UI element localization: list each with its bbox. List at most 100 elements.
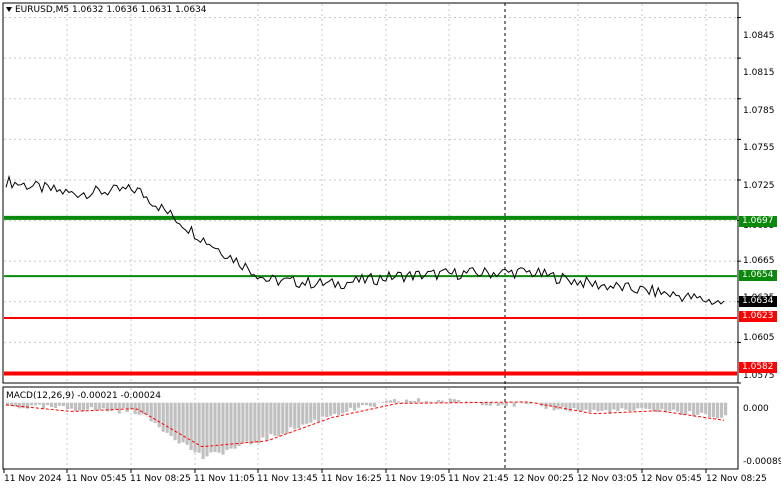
macd-histogram-bar: [229, 402, 233, 449]
macd-histogram-bar: [137, 402, 141, 415]
current-price-tag: 1.0634: [739, 296, 777, 307]
macd-histogram-bar: [384, 400, 389, 403]
macd-histogram-bar: [512, 402, 516, 407]
time-axis-label: 12 Nov 05:45: [641, 474, 702, 484]
macd-histogram-bar: [361, 402, 365, 405]
macd-histogram-bar: [217, 402, 221, 453]
macd-histogram-bar: [720, 402, 724, 418]
macd-histogram-bar: [297, 402, 301, 428]
macd-histogram-bar: [53, 402, 58, 408]
time-axis-label: 11 Nov 05:45: [66, 474, 127, 484]
macd-histogram-bar: [596, 402, 600, 412]
macd-histogram-bar: [412, 401, 417, 403]
macd-histogram-bar: [317, 402, 321, 422]
macd-histogram-bar: [177, 402, 181, 444]
macd-histogram-bar: [428, 401, 432, 403]
macd-histogram-bar: [165, 402, 169, 433]
price-axis-label: 1.0755: [743, 143, 775, 153]
macd-axis-label: 0.000: [743, 404, 769, 414]
macd-histogram-bar: [536, 402, 540, 404]
macd-histogram-bar: [416, 398, 421, 403]
macd-histogram-bar: [125, 402, 129, 412]
level-tag-red-upper: 1.0623: [739, 311, 777, 322]
macd-histogram-bar: [664, 402, 668, 412]
macd-histogram-bar: [584, 402, 588, 410]
price-axis-label: 1.0785: [743, 106, 775, 116]
time-axis-label: 12 Nov 00:25: [513, 474, 574, 484]
macd-histogram-bar: [464, 401, 468, 403]
macd-histogram-bar: [301, 402, 305, 425]
macd-histogram-bar: [333, 402, 337, 414]
macd-histogram-bar: [329, 402, 333, 416]
macd-histogram-bar: [576, 402, 580, 411]
macd-histogram-bar: [548, 402, 552, 406]
level-tag-green-upper: 1.0697: [739, 216, 777, 227]
macd-histogram-bar: [604, 402, 608, 411]
macd-histogram-bar: [349, 402, 353, 408]
macd-histogram-bar: [692, 402, 696, 417]
main-chart-frame: [2, 2, 739, 384]
macd-histogram-bar: [261, 402, 265, 438]
macd-histogram-bar: [624, 402, 628, 410]
time-axis-label: 12 Nov 03:05: [577, 474, 638, 484]
macd-histogram-bar: [337, 402, 341, 415]
macd-histogram-bar: [129, 402, 133, 409]
macd-histogram-bar: [101, 402, 105, 409]
macd-histogram-bar: [620, 402, 624, 409]
macd-histogram-bar: [676, 402, 680, 412]
macd-histogram-bar: [225, 402, 229, 450]
macd-histogram-bar: [688, 402, 692, 412]
macd-histogram-bar: [381, 401, 385, 403]
macd-histogram-bar: [524, 402, 528, 405]
macd-histogram-bar: [117, 402, 121, 414]
price-axis-label: 1.0815: [743, 68, 775, 78]
macd-histogram-bar: [149, 402, 153, 422]
time-axis-label: 11 Nov 19:05: [385, 474, 446, 484]
macd-histogram-bar: [201, 402, 205, 459]
macd-histogram-bar: [277, 402, 281, 437]
macd-histogram-bar: [608, 402, 612, 414]
time-axis-label: 11 Nov 11:05: [194, 474, 255, 484]
macd-histogram-bar: [404, 399, 409, 403]
macd-histogram-bar: [249, 402, 253, 445]
macd-histogram-bar: [289, 402, 293, 428]
macd-histogram-bar: [668, 402, 672, 411]
macd-histogram-bar: [113, 402, 117, 410]
symbol-header: EURUSD,M5 1.0632 1.0636 1.0631 1.0634: [6, 5, 207, 15]
macd-histogram-bar: [141, 402, 145, 415]
macd-histogram-bar: [672, 402, 676, 410]
time-axis-ticks: [3, 469, 707, 473]
macd-histogram-bar: [245, 402, 249, 442]
macd-histogram-bar: [644, 402, 648, 409]
macd-histogram-bar: [18, 402, 22, 409]
macd-histogram-bar: [712, 402, 716, 418]
macd-histogram-bar: [568, 402, 572, 412]
price-axis-label: 1.0665: [743, 256, 775, 266]
time-axis-label: 11 Nov 08:25: [130, 474, 191, 484]
macd-histogram-bar: [369, 402, 373, 407]
macd-histogram-bar: [408, 400, 413, 403]
macd-histogram-bar: [628, 402, 632, 411]
macd-histogram-bar: [29, 402, 34, 406]
macd-histogram-bar: [197, 402, 201, 453]
macd-histogram-bar: [205, 402, 209, 457]
dropdown-triangle-icon[interactable]: [6, 7, 12, 12]
macd-histogram-bar: [14, 402, 18, 407]
macd-histogram-bar: [660, 402, 664, 410]
symbol-header-text: EURUSD,M5 1.0632 1.0636 1.0631 1.0634: [15, 5, 207, 15]
macd-histogram-bar: [504, 402, 508, 406]
price-axis-label: 1.0725: [743, 181, 775, 191]
macd-histogram-bar: [572, 402, 576, 408]
macd-histogram-bar: [37, 402, 42, 405]
macd-histogram-bar: [592, 402, 596, 410]
macd-histogram-bar: [173, 402, 177, 441]
macd-histogram-bar: [325, 402, 329, 418]
macd-histogram-bar: [580, 402, 584, 411]
macd-histogram-bar: [636, 402, 640, 409]
time-axis-label: 11 Nov 16:25: [321, 474, 382, 484]
macd-histogram-bar: [500, 402, 504, 405]
macd-histogram-bar: [145, 402, 149, 416]
macd-histogram-bar: [305, 402, 309, 424]
macd-histogram-bar: [309, 402, 313, 423]
